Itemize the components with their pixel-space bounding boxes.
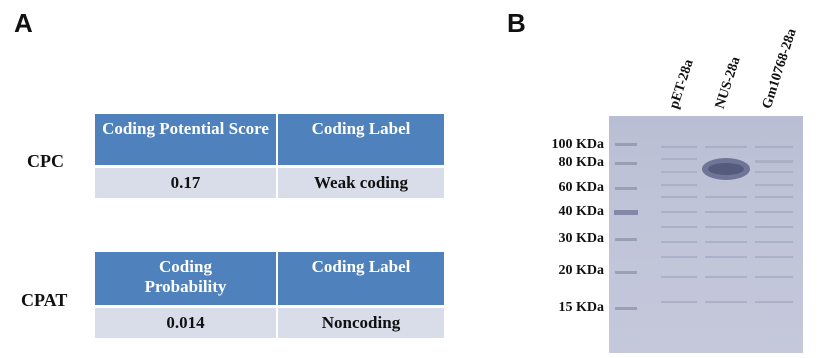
cpc-header-label: Coding Label (278, 114, 444, 165)
cpat-label: CPAT (21, 290, 68, 310)
gel-bands (614, 143, 793, 310)
lane-label-nus28a: NUS-28a (712, 55, 744, 111)
ladder-lane (614, 143, 638, 310)
ladder-label-60: 60 KDa (558, 180, 605, 195)
cpat-table: Coding Probability Coding Label 0.014 No… (95, 252, 444, 338)
cpc-score-value: 0.17 (95, 168, 276, 198)
ladder-label-20: 20 KDa (558, 263, 605, 278)
cpc-label-value: Weak coding (278, 168, 444, 198)
lane-nus28a (702, 146, 750, 303)
lane-pet28a (661, 146, 697, 303)
cpat-label-value: Noncoding (278, 308, 444, 338)
lane-label-pet28a: pET-28a (666, 57, 697, 111)
ladder-label-40: 40 KDa (558, 204, 605, 219)
lane-label-gm10768-28a: Gm10768-28a (759, 26, 800, 111)
ladder-band-30 (615, 238, 637, 241)
ladder-band-100 (615, 143, 637, 146)
cpat-header-probability: Coding Probability (95, 252, 276, 305)
cpc-table: Coding Potential Score Coding Label 0.17… (95, 114, 444, 198)
panel-b-letter: B (507, 8, 526, 38)
cpat-header-label: Coding Label (278, 252, 444, 305)
ladder-band-40 (614, 210, 638, 215)
panel-a-letter: A (14, 8, 33, 38)
ladder-label-30: 30 KDa (558, 231, 605, 246)
cpc-label: CPC (27, 151, 64, 171)
ladder-band-80 (615, 162, 637, 165)
cpat-probability-value: 0.014 (95, 308, 276, 338)
ladder-label-80: 80 KDa (558, 155, 605, 170)
ladder-band-20 (615, 271, 637, 274)
sds-page-gel (609, 116, 803, 353)
ladder-label-15: 15 KDa (558, 300, 605, 315)
cpc-header-score: Coding Potential Score (95, 114, 276, 165)
lane-gm10768-28a (755, 146, 793, 303)
ladder-band-60 (615, 187, 637, 190)
ladder-label-100: 100 KDa (551, 137, 605, 152)
ladder-band-15 (615, 307, 637, 310)
